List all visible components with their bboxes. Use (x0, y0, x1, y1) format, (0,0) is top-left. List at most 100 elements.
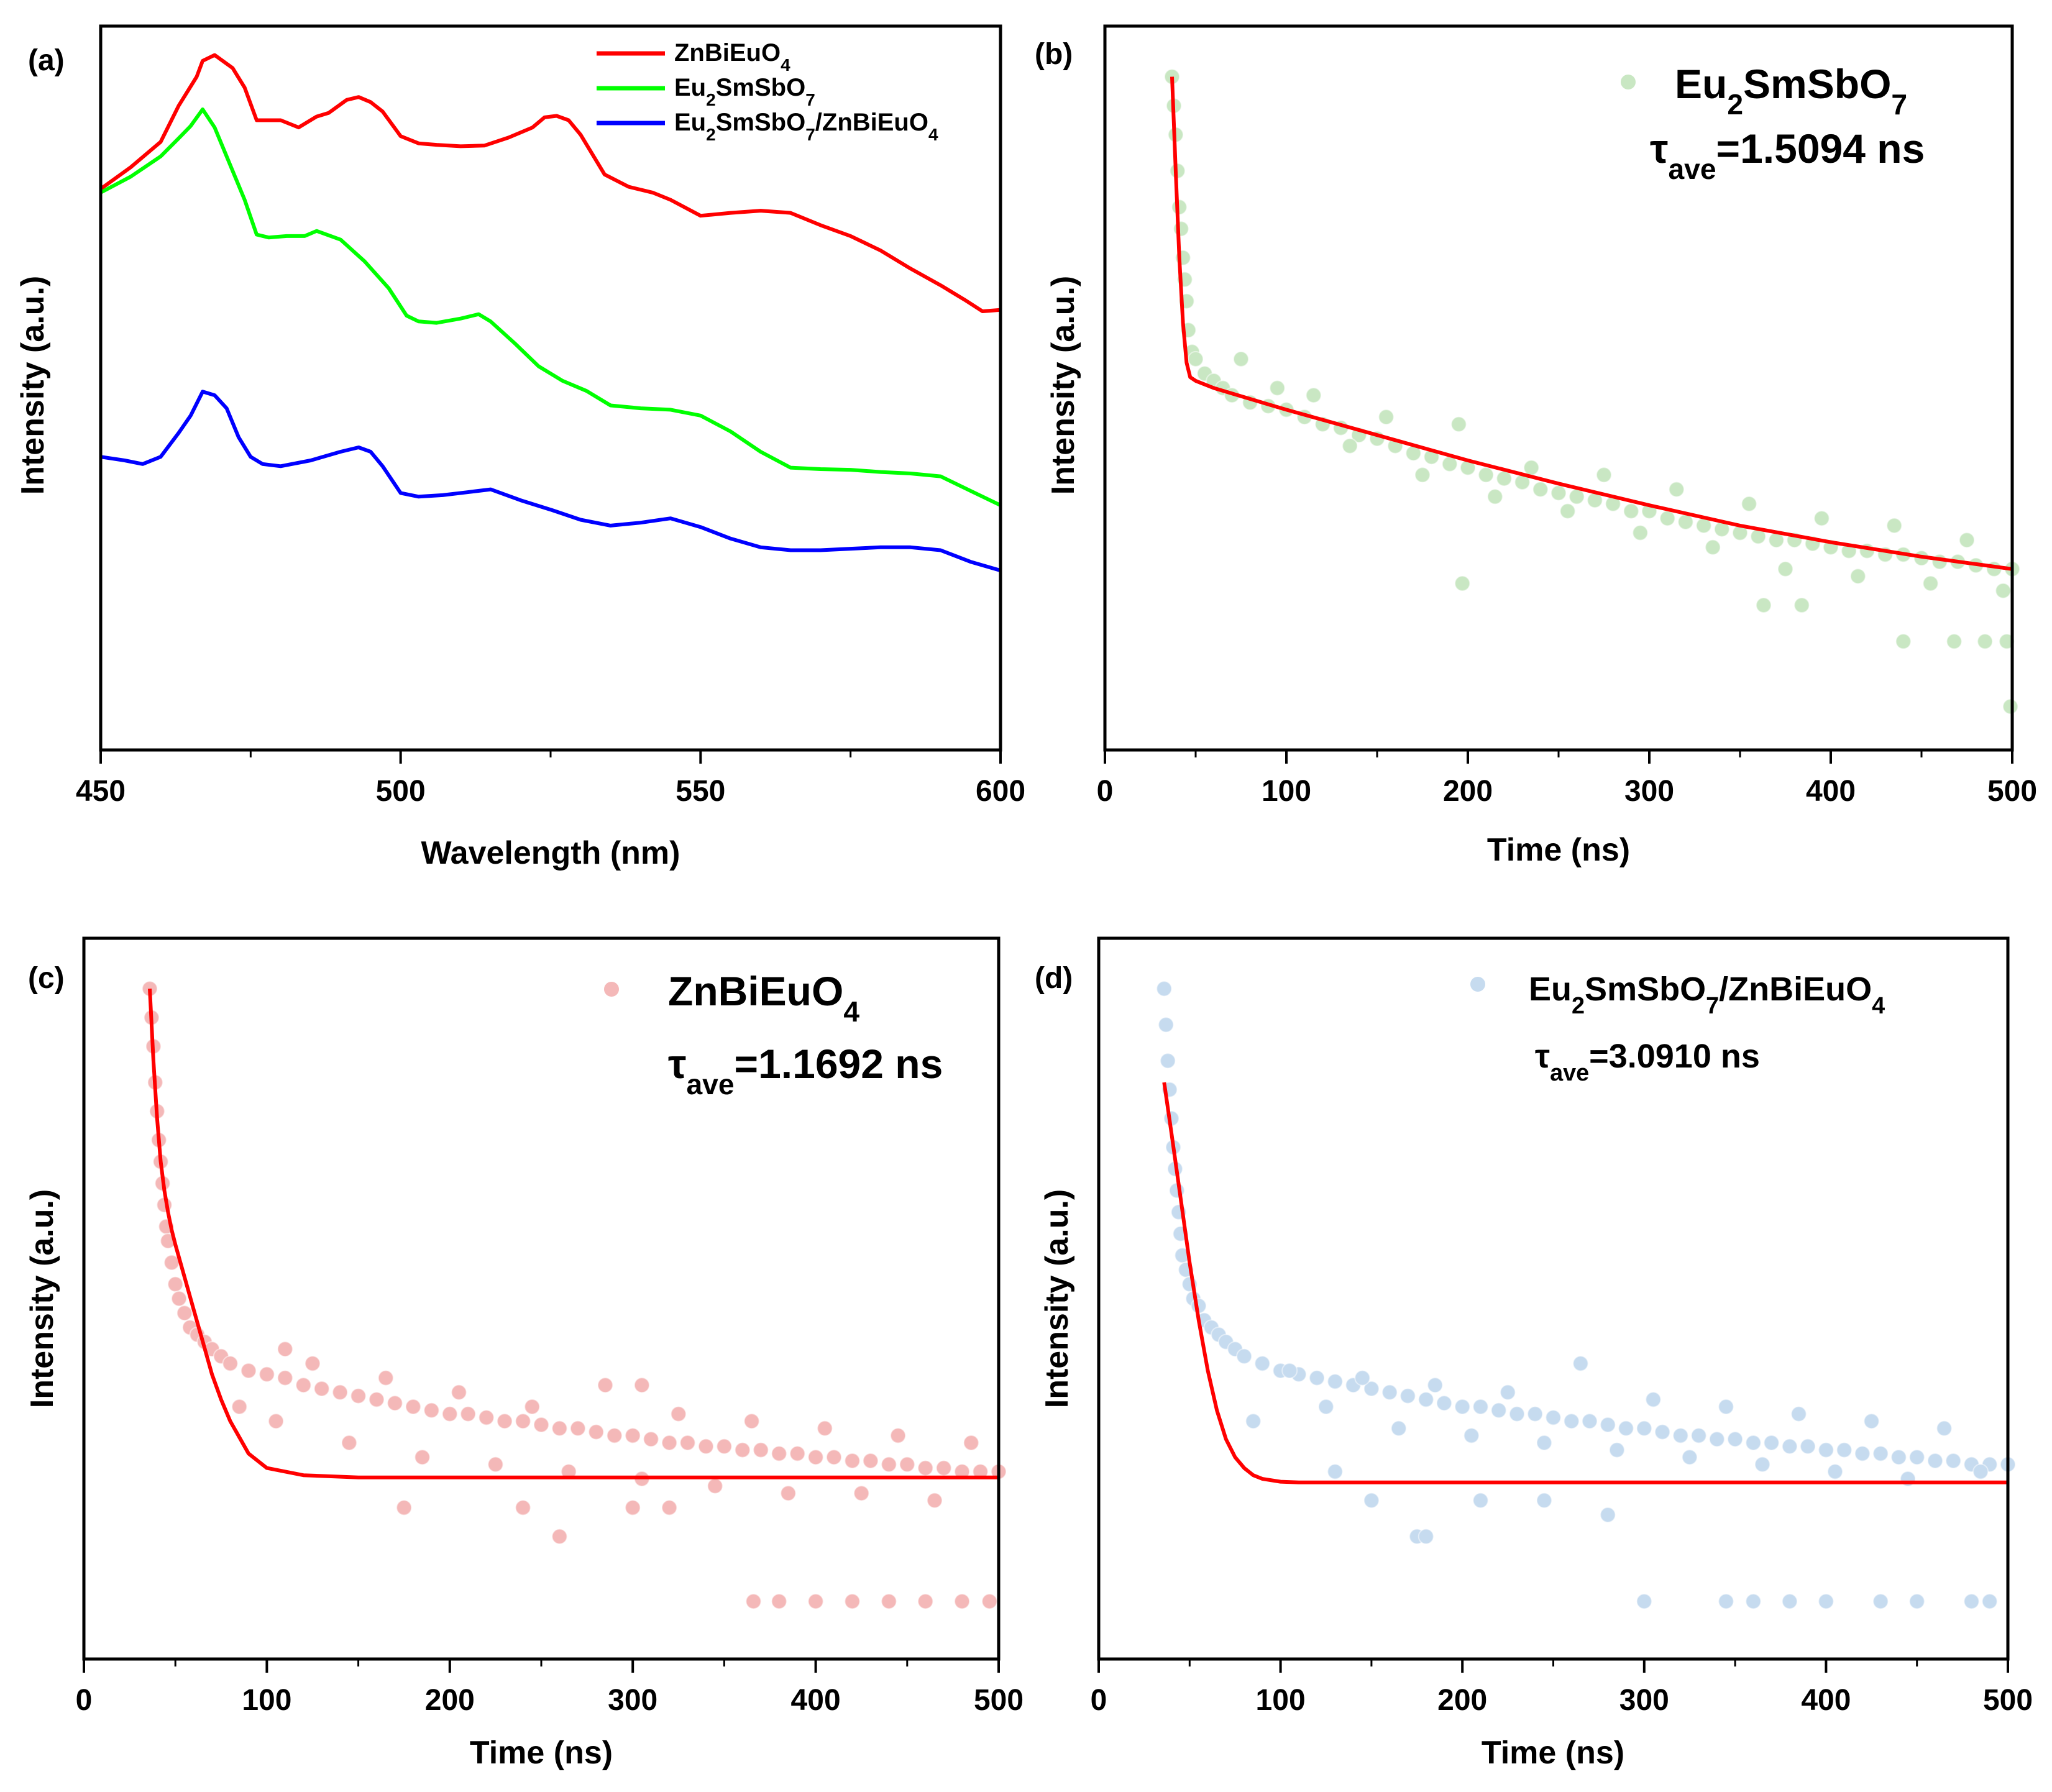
scatter-point (1959, 532, 1975, 549)
scatter-point (1946, 633, 1963, 650)
scatter-point (1908, 1593, 1925, 1610)
scatter-point (1886, 517, 1903, 534)
scatter-point (551, 1420, 568, 1437)
scatter-point (1354, 1369, 1371, 1386)
panel-d-decay-chart: (d) 0 100 200 300 400 500 Time (ns) Intensity… (1035, 936, 2033, 1771)
scatter-point (305, 1355, 321, 1372)
scatter-point (1623, 503, 1639, 519)
panel-a-line-chart: (a) 450 500 550 600 Wavelength (nm) Intensi… (15, 24, 1025, 871)
scatter-point (1618, 1420, 1634, 1437)
scatter-point (771, 1445, 787, 1462)
scatter-point (807, 1449, 824, 1466)
scatter-point (350, 1387, 367, 1404)
fit-curve (148, 989, 999, 1479)
scatter-point (1156, 981, 1173, 997)
x-tick-label: 500 (1987, 775, 2037, 808)
panel-d-x-ticks: 0 100 200 300 400 500 (1091, 1659, 2033, 1717)
scatter-point (643, 1431, 659, 1448)
panel-c-decay-chart: (c) 0 100 200 300 400 500 Time (ns) Intensity… (24, 936, 1024, 1771)
scatter-point (487, 1456, 504, 1473)
scatter-point (1536, 1435, 1552, 1451)
scatter-point (1281, 1363, 1298, 1379)
scatter-point (1963, 1593, 1980, 1610)
legend-label-Eu2SmSbO7/ZnBiEuO4: Eu2SmSbO7/ZnBiEuO4 (674, 109, 938, 144)
scatter-point (844, 1593, 861, 1610)
scatter-point (167, 1276, 184, 1292)
scatter-point (2002, 698, 2019, 715)
scatter-point (1745, 1593, 1762, 1610)
legend-marker (1470, 977, 1485, 992)
scatter-point (1793, 597, 1810, 613)
x-tick-label: 100 (1256, 1684, 1306, 1717)
x-tick-label: 200 (1437, 1684, 1487, 1717)
scatter-point (1636, 1593, 1652, 1610)
legend-label-ZnBiEuO4: ZnBiEuO4 (674, 39, 790, 75)
panel-b-x-axis-title: Time (ns) (1487, 832, 1630, 868)
scatter-point (1486, 488, 1503, 505)
scatter-point (460, 1406, 477, 1422)
scatter-point (1254, 1355, 1271, 1372)
scatter-point (743, 1413, 760, 1430)
panel-b-decay-chart: (b) 0 100 200 300 400 500 Time (ns) Intensity… (1035, 24, 2037, 868)
scatter-point (1659, 510, 1676, 527)
x-tick-label: 0 (76, 1684, 93, 1717)
panel-a-y-axis-title: Intensity (a.u.) (15, 276, 51, 495)
scatter-point (1672, 1427, 1689, 1444)
scatter-point (1763, 1435, 1780, 1451)
scatter-point (414, 1449, 431, 1466)
scatter-point (1245, 1413, 1262, 1430)
scatter-point (661, 1435, 678, 1451)
scatter-point (1327, 1463, 1344, 1480)
x-tick-label: 400 (1801, 1684, 1851, 1717)
scatter-point (745, 1593, 762, 1610)
scatter-point (569, 1420, 586, 1437)
x-tick-label: 400 (1806, 775, 1856, 808)
legend-label-Eu2SmSbO7: Eu2SmSbO7 (674, 74, 815, 109)
scatter-point (1854, 1445, 1871, 1462)
panel-d-legend: Eu2SmSbO7/ZnBiEuO4 τave=3.0910 ns (1470, 971, 1885, 1086)
scatter-point (1399, 1387, 1416, 1404)
scatter-point (163, 1255, 180, 1271)
scatter-point (1418, 1528, 1434, 1545)
scatter-point (1863, 1413, 1880, 1430)
x-tick-label: 100 (1262, 775, 1311, 808)
scatter-point (551, 1528, 568, 1545)
scatter-point (1414, 467, 1431, 483)
scatter-point (1895, 633, 1912, 650)
scatter-point (789, 1445, 806, 1462)
x-tick-label: 450 (76, 775, 126, 808)
x-tick-label: 300 (1619, 1684, 1669, 1717)
scatter-point (597, 1377, 613, 1394)
legend-marker (1621, 75, 1636, 89)
panel-d-plot-frame (1097, 936, 2010, 1661)
scatter-point (451, 1384, 467, 1401)
scatter-point (1995, 582, 2012, 599)
scatter-point (332, 1384, 349, 1401)
scatter-point (606, 1427, 623, 1444)
scatter-point (899, 1456, 915, 1473)
panel-a-label: (a) (28, 44, 65, 77)
scatter-point (1160, 1053, 1176, 1069)
scatter-point (1781, 1593, 1798, 1610)
x-tick-label: 300 (1624, 775, 1674, 808)
scatter-point (231, 1399, 248, 1415)
scatter-point (707, 1478, 723, 1494)
scatter-point (1454, 575, 1471, 592)
scatter-point (1800, 1438, 1816, 1455)
panel-a-series-layer (99, 53, 1002, 572)
tau-average-label: τave=1.1692 ns (668, 1041, 943, 1100)
scatter-point (1927, 1453, 1943, 1469)
scatter-point (1427, 1377, 1444, 1394)
scatter-point (625, 1427, 641, 1444)
tau-average-label: τave=1.5094 ns (1650, 126, 1925, 185)
panel-d-series-layer (1156, 981, 2016, 1610)
scatter-point (1813, 510, 1830, 527)
scatter-point (240, 1363, 257, 1379)
fit-curve (1170, 76, 2013, 571)
x-tick-label: 0 (1097, 775, 1114, 808)
scatter-point (1233, 350, 1249, 367)
scatter-point (1532, 481, 1549, 498)
panel-a-x-axis-title: Wavelength (nm) (421, 835, 680, 871)
panel-d-y-axis-title: Intensity (a.u.) (1039, 1189, 1075, 1408)
scatter-point (1545, 1409, 1562, 1426)
